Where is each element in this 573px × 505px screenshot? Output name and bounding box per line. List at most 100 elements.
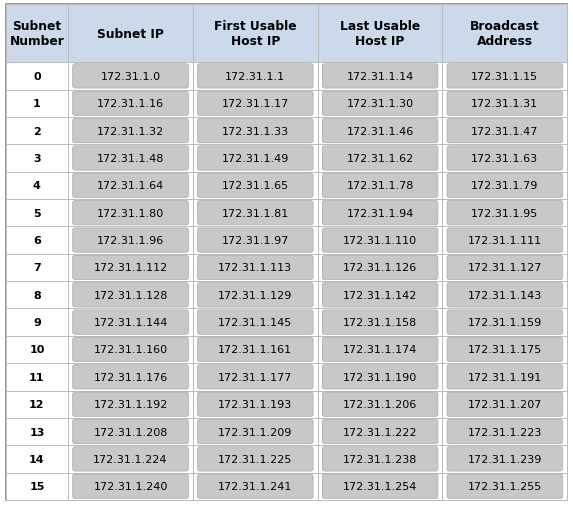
Text: 172.31.1.222: 172.31.1.222 xyxy=(343,427,417,437)
Text: 12: 12 xyxy=(29,399,45,410)
Text: 172.31.1.97: 172.31.1.97 xyxy=(222,236,289,245)
Text: 172.31.1.110: 172.31.1.110 xyxy=(343,236,417,245)
FancyBboxPatch shape xyxy=(73,338,189,362)
FancyBboxPatch shape xyxy=(322,365,438,389)
Text: 172.31.1.190: 172.31.1.190 xyxy=(343,372,417,382)
FancyBboxPatch shape xyxy=(73,474,189,498)
Text: 172.31.1.30: 172.31.1.30 xyxy=(347,99,414,109)
Text: 172.31.1.193: 172.31.1.193 xyxy=(218,399,292,410)
FancyBboxPatch shape xyxy=(322,256,438,280)
Text: 172.31.1.16: 172.31.1.16 xyxy=(97,99,164,109)
Text: 172.31.1.95: 172.31.1.95 xyxy=(471,208,539,218)
Text: 172.31.1.49: 172.31.1.49 xyxy=(222,154,289,164)
Bar xyxy=(6,118,68,145)
Text: 2: 2 xyxy=(33,126,41,136)
Bar xyxy=(6,63,68,90)
Text: 172.31.1.159: 172.31.1.159 xyxy=(468,318,542,327)
FancyBboxPatch shape xyxy=(73,447,189,471)
Bar xyxy=(68,199,193,227)
FancyBboxPatch shape xyxy=(322,174,438,198)
FancyBboxPatch shape xyxy=(447,65,563,89)
Bar xyxy=(442,172,567,199)
Text: 14: 14 xyxy=(29,454,45,464)
Bar xyxy=(442,5,567,63)
FancyBboxPatch shape xyxy=(447,146,563,171)
Bar xyxy=(68,418,193,445)
Bar xyxy=(68,445,193,473)
FancyBboxPatch shape xyxy=(322,420,438,444)
Bar xyxy=(193,282,317,309)
Text: 172.31.1.238: 172.31.1.238 xyxy=(343,454,417,464)
Text: 172.31.1.128: 172.31.1.128 xyxy=(93,290,168,300)
FancyBboxPatch shape xyxy=(73,365,189,389)
FancyBboxPatch shape xyxy=(198,65,313,89)
Text: 172.31.1.127: 172.31.1.127 xyxy=(468,263,542,273)
Bar xyxy=(442,145,567,172)
Bar xyxy=(193,90,317,118)
Text: 172.31.1.62: 172.31.1.62 xyxy=(347,154,414,164)
Text: Subnet IP: Subnet IP xyxy=(97,28,164,40)
Text: 15: 15 xyxy=(29,481,45,491)
Bar xyxy=(193,309,317,336)
Bar xyxy=(442,309,567,336)
Bar xyxy=(442,445,567,473)
Bar xyxy=(193,63,317,90)
Bar xyxy=(68,63,193,90)
Bar xyxy=(442,254,567,282)
FancyBboxPatch shape xyxy=(447,228,563,252)
Text: 172.31.1.255: 172.31.1.255 xyxy=(468,481,542,491)
FancyBboxPatch shape xyxy=(447,119,563,143)
Text: 172.31.1.0: 172.31.1.0 xyxy=(100,72,160,82)
Bar xyxy=(442,90,567,118)
FancyBboxPatch shape xyxy=(73,228,189,252)
FancyBboxPatch shape xyxy=(198,474,313,498)
Bar xyxy=(68,364,193,391)
Text: 172.31.1.33: 172.31.1.33 xyxy=(222,126,289,136)
Bar xyxy=(317,118,442,145)
Bar xyxy=(6,172,68,199)
FancyBboxPatch shape xyxy=(73,146,189,171)
FancyBboxPatch shape xyxy=(322,65,438,89)
FancyBboxPatch shape xyxy=(73,174,189,198)
FancyBboxPatch shape xyxy=(447,92,563,116)
Text: 172.31.1.129: 172.31.1.129 xyxy=(218,290,292,300)
Bar xyxy=(6,282,68,309)
Text: 172.31.1.144: 172.31.1.144 xyxy=(93,318,168,327)
Bar xyxy=(68,118,193,145)
Text: 11: 11 xyxy=(29,372,45,382)
Bar xyxy=(6,364,68,391)
FancyBboxPatch shape xyxy=(198,146,313,171)
Text: 172.31.1.206: 172.31.1.206 xyxy=(343,399,417,410)
Text: 5: 5 xyxy=(33,208,41,218)
FancyBboxPatch shape xyxy=(447,420,563,444)
FancyBboxPatch shape xyxy=(322,392,438,417)
Bar xyxy=(317,418,442,445)
Text: Subnet
Number: Subnet Number xyxy=(10,20,64,48)
Bar xyxy=(442,391,567,418)
Text: Broadcast
Address: Broadcast Address xyxy=(470,20,540,48)
Text: 172.31.1.14: 172.31.1.14 xyxy=(347,72,414,82)
Bar xyxy=(68,391,193,418)
Text: 172.31.1.17: 172.31.1.17 xyxy=(222,99,289,109)
Text: 172.31.1.112: 172.31.1.112 xyxy=(93,263,168,273)
FancyBboxPatch shape xyxy=(447,365,563,389)
Text: 172.31.1.46: 172.31.1.46 xyxy=(347,126,414,136)
Bar xyxy=(68,282,193,309)
Bar xyxy=(317,282,442,309)
FancyBboxPatch shape xyxy=(447,338,563,362)
Bar xyxy=(193,5,317,63)
Text: 10: 10 xyxy=(29,345,45,355)
Bar xyxy=(442,418,567,445)
Bar xyxy=(6,445,68,473)
Bar xyxy=(317,391,442,418)
Bar xyxy=(442,63,567,90)
Text: 172.31.1.177: 172.31.1.177 xyxy=(218,372,292,382)
Text: 172.31.1.65: 172.31.1.65 xyxy=(222,181,289,191)
Text: 172.31.1.80: 172.31.1.80 xyxy=(97,208,164,218)
FancyBboxPatch shape xyxy=(322,474,438,498)
FancyBboxPatch shape xyxy=(322,119,438,143)
FancyBboxPatch shape xyxy=(198,338,313,362)
FancyBboxPatch shape xyxy=(322,146,438,171)
FancyBboxPatch shape xyxy=(447,174,563,198)
FancyBboxPatch shape xyxy=(198,256,313,280)
